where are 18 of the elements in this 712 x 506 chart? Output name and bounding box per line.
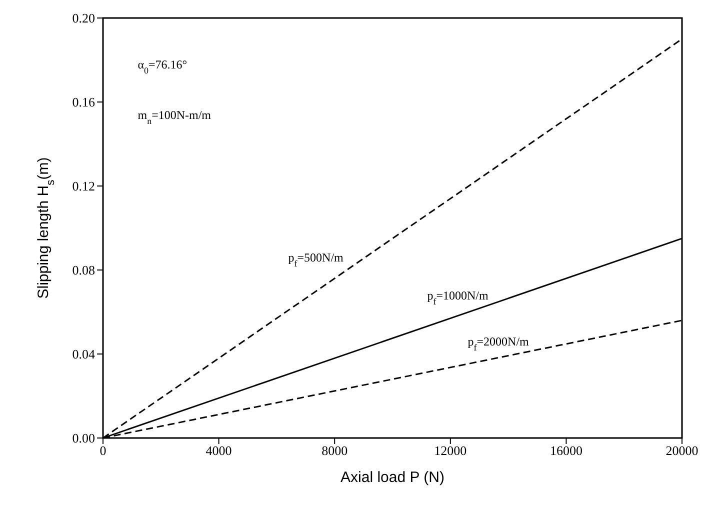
x-tick-label: 0 <box>100 443 106 458</box>
series-label: p$_{f}$=500N/m <box>288 250 344 269</box>
y-tick-label: 0.04 <box>72 346 96 362</box>
y-tick-label: 0.16 <box>72 94 96 110</box>
y-tick-label: 0.08 <box>72 262 95 278</box>
x-tick-label: 20000 <box>666 443 698 458</box>
x-axis-title: Axial load P (N) <box>340 469 444 486</box>
y-tick-label: 0.20 <box>72 10 95 26</box>
x-tick-label: 16000 <box>550 443 582 458</box>
y-tick-label: 0.00 <box>72 430 95 446</box>
y-tick-label: 0.12 <box>72 178 95 194</box>
x-tick-label: 8000 <box>322 443 348 458</box>
x-tick-label: 4000 <box>206 443 232 458</box>
series-label: p$_{f}$=2000N/m <box>468 334 530 353</box>
series-label: p$_{f}$=1000N/m <box>427 288 490 306</box>
annotation: α$_{0}$=76.16° <box>138 57 188 76</box>
annotation: m$_{n}$=100N-m/m <box>138 108 212 126</box>
x-tick-label: 12000 <box>434 443 467 458</box>
